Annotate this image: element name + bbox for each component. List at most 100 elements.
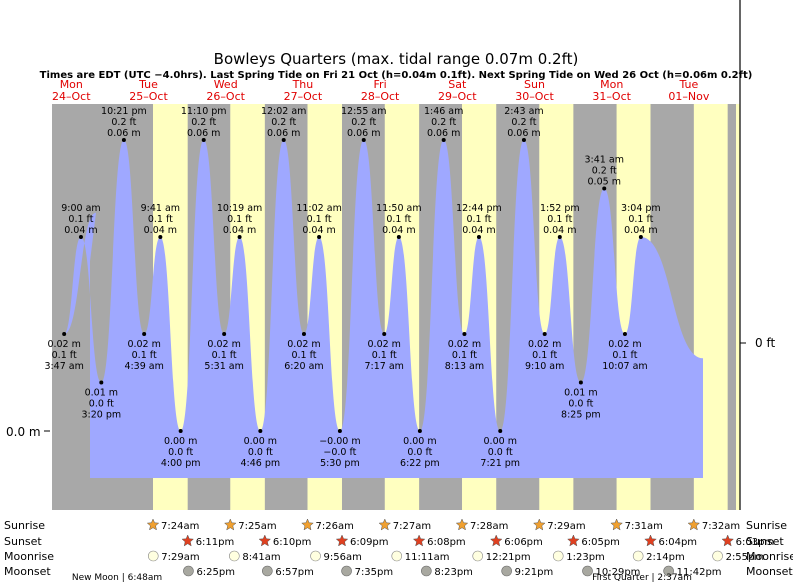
moonrise-icon xyxy=(310,550,321,562)
tide-point xyxy=(99,380,104,385)
tide-point xyxy=(521,138,526,142)
tide-height-m: 0.04 m xyxy=(543,225,576,236)
moonrise-icon xyxy=(391,550,403,562)
day-name: Sun xyxy=(524,78,545,91)
tide-height-m: 0.00 m xyxy=(244,436,277,447)
day-name: Thu xyxy=(292,78,314,91)
tide-height-m: 0.04 m xyxy=(382,225,415,236)
tide-time: 12:02 am xyxy=(261,106,306,117)
tide-time: 1:46 am xyxy=(424,106,463,117)
moonset-icon xyxy=(421,565,432,577)
tide-time: 10:21 pm xyxy=(101,106,147,117)
moonset-icon xyxy=(663,565,674,577)
moonrise-icon xyxy=(632,550,644,562)
sunrise-icon xyxy=(223,518,237,531)
tide-event: 0.01 m0.0 ft8:25 pm xyxy=(561,380,601,421)
tide-time: 3:47 am xyxy=(44,361,83,372)
chart-title: Bowleys Quarters (max. tidal range 0.07m… xyxy=(214,50,579,68)
sunrise-icon xyxy=(378,518,392,531)
day-name: Mon xyxy=(60,78,83,91)
tide-height-ft: 0.1 ft xyxy=(628,214,653,225)
tide-event: 0.02 m0.1 ft9:10 am xyxy=(525,332,564,372)
tide-point xyxy=(498,429,503,433)
sunset-time: 6:06pm xyxy=(504,537,543,548)
tide-event: 0.02 m0.1 ft4:39 am xyxy=(124,332,164,372)
tide-height-m: 0.00 m xyxy=(164,436,197,447)
tide-height-ft: 0.1 ft xyxy=(291,350,316,361)
tide-time: 5:30 pm xyxy=(320,458,360,469)
tide-point xyxy=(441,138,446,142)
moonrise-icon xyxy=(147,550,159,562)
moonrise-icon xyxy=(552,550,564,562)
tide-height-ft: 0.0 ft xyxy=(568,399,593,410)
tide-event: 11:02 am0.1 ft0.04 m xyxy=(296,203,342,239)
tide-event: 0.02 m0.1 ft8:13 am xyxy=(445,332,484,372)
moonrise-time: 1:23pm xyxy=(566,552,605,563)
tide-time: 12:55 am xyxy=(341,106,386,117)
tide-point xyxy=(337,429,342,433)
moonset-time: 11:42pm xyxy=(677,567,722,578)
row-label-right: Moonset xyxy=(746,565,793,578)
row-label-left: Sunrise xyxy=(4,519,45,532)
tide-point xyxy=(462,332,467,336)
sunset-icon xyxy=(567,534,580,547)
row-label-right: Sunset xyxy=(746,535,784,548)
moonrise-time: 7:29am xyxy=(161,552,199,563)
tide-point xyxy=(317,235,322,239)
sunset-time: 6:09pm xyxy=(350,537,389,548)
tide-height-m: 0.04 m xyxy=(302,225,335,236)
tide-point xyxy=(578,380,583,385)
sunset-time: 6:11pm xyxy=(196,537,235,548)
tide-time: 8:25 pm xyxy=(561,410,601,421)
sunset-time: 6:08pm xyxy=(427,537,466,548)
tide-height-m: 0.02 m xyxy=(207,339,240,350)
tide-point xyxy=(382,332,387,336)
tide-point xyxy=(78,235,83,239)
tide-height-m: 0.04 m xyxy=(462,225,495,236)
tide-event: 1:46 am0.2 ft0.06 m xyxy=(424,106,463,142)
row-label-right: Sunrise xyxy=(746,519,787,532)
day-date: 01–Nov xyxy=(668,90,709,103)
tide-event: 9:41 am0.1 ft0.04 m xyxy=(141,203,180,239)
tide-height-ft: 0.1 ft xyxy=(547,214,572,225)
sunrise-time: 7:28am xyxy=(470,521,508,532)
tide-height-ft: 0.1 ft xyxy=(212,350,237,361)
tide-height-ft: 0.1 ft xyxy=(452,350,477,361)
tide-event: 2:43 am0.2 ft0.06 m xyxy=(504,106,544,142)
tide-event: 1:52 pm0.1 ft0.04 m xyxy=(540,203,580,239)
tide-time: 9:10 am xyxy=(525,361,564,372)
tide-event: 12:44 pm0.1 ft0.04 m xyxy=(456,203,502,239)
tide-event: −0.00 m−0.0 ft5:30 pm xyxy=(319,429,361,469)
moonset-time: 6:25pm xyxy=(196,567,235,578)
tide-event: 10:19 am0.1 ft0.04 m xyxy=(217,203,262,239)
tide-height-ft: 0.1 ft xyxy=(532,350,557,361)
tide-height-ft: 0.1 ft xyxy=(132,350,157,361)
tide-time: 6:22 pm xyxy=(400,458,440,469)
tide-height-ft: 0.1 ft xyxy=(68,214,93,225)
tide-height-m: 0.04 m xyxy=(64,225,97,236)
tide-point xyxy=(201,138,206,142)
moonrise-icon xyxy=(472,550,484,562)
tide-height-m: 0.02 m xyxy=(47,339,80,350)
tide-point xyxy=(62,332,67,336)
tide-height-m: 0.02 m xyxy=(287,339,320,350)
moonrise-time: 12:21pm xyxy=(486,552,531,563)
tide-curve-area xyxy=(64,140,703,478)
tide-height-ft: 0.1 ft xyxy=(612,350,637,361)
tide-event: 10:21 pm0.2 ft0.06 m xyxy=(101,106,147,142)
tide-point xyxy=(602,186,607,191)
moonrise-time: 11:11am xyxy=(405,552,450,563)
day-labels: Mon24–OctTue25–OctWed26–OctThu27–OctFri2… xyxy=(52,78,710,103)
tide-time: 3:20 pm xyxy=(82,410,122,421)
tide-point xyxy=(222,332,227,336)
tide-height-ft: 0.2 ft xyxy=(351,117,376,128)
tide-height-ft: 0.0 ft xyxy=(89,399,114,410)
tide-event: 0.02 m0.1 ft6:20 am xyxy=(284,332,324,372)
tide-height-ft: 0.0 ft xyxy=(168,447,193,458)
tide-height-m: −0.00 m xyxy=(319,436,360,447)
moonset-icon xyxy=(341,565,352,577)
tide-time: 9:00 am xyxy=(61,203,100,214)
tide-event: 3:04 pm0.1 ft0.04 m xyxy=(621,203,661,239)
tide-point xyxy=(237,235,242,239)
